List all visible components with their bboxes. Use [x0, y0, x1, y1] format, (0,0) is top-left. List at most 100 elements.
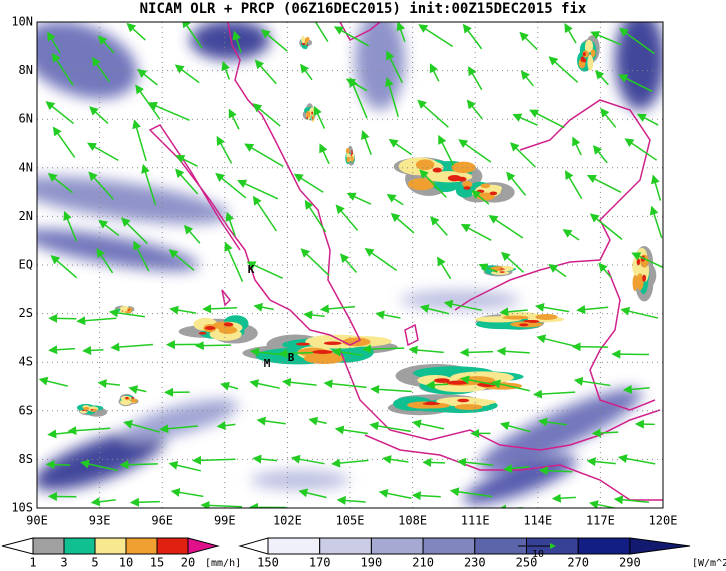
- colorbar-segment: [63, 537, 96, 555]
- rain-cell: [636, 258, 641, 266]
- lat-label: 2N: [19, 209, 33, 223]
- wind-vector: [220, 381, 239, 391]
- lat-label: 10S: [11, 501, 33, 515]
- rain-cell: [454, 404, 483, 410]
- lon-label: 93E: [89, 514, 111, 528]
- wind-vector: [331, 347, 363, 357]
- wind-vector: [382, 455, 409, 464]
- wind-vector: [349, 77, 368, 119]
- wind-vector: [417, 99, 449, 128]
- rain-cell: [463, 186, 471, 190]
- wind-vector: [232, 30, 242, 53]
- wind-vector: [491, 379, 530, 392]
- wind-vector: [572, 136, 582, 156]
- precip-unit: [mm/h]: [205, 558, 241, 569]
- colorbar-label: 270: [567, 556, 589, 570]
- lon-label: 96E: [151, 514, 173, 528]
- rain-cell: [422, 402, 440, 406]
- wind-vector: [183, 224, 201, 244]
- rain-cell: [296, 342, 310, 346]
- rain-cell: [462, 180, 473, 188]
- rain-cell: [306, 110, 310, 118]
- legends: [mm/h] [W/m^2] 1 3 5 10 15 20 150 170 190 210 230 2…: [1, 537, 726, 570]
- wind-vector: [611, 349, 650, 359]
- wind-vector: [386, 50, 404, 84]
- rain-cell: [476, 189, 485, 193]
- wind-vector: [331, 458, 369, 468]
- colorbar-segment: [370, 537, 424, 555]
- wind-vector: [313, 105, 326, 129]
- colorbar-segment: [267, 537, 321, 555]
- colorbar-label: 210: [412, 556, 434, 570]
- wind-vector: [488, 214, 524, 239]
- rain-cell: [124, 310, 130, 314]
- wind-vector: [364, 247, 398, 272]
- colorbar-segment: [422, 537, 476, 555]
- wind-vector: [278, 349, 313, 358]
- rain-cell: [590, 49, 596, 57]
- wind-vector: [618, 27, 655, 55]
- wind-vector: [449, 487, 493, 498]
- wind-vector: [249, 379, 280, 389]
- wind-vector: [303, 310, 325, 320]
- colorbar-label: 3: [60, 556, 67, 570]
- wind-vector: [194, 341, 232, 351]
- lat-label: 4N: [19, 160, 33, 174]
- rain-cell: [457, 398, 470, 403]
- wind-vector: [256, 416, 286, 426]
- colorbar-segment: [125, 537, 158, 555]
- colorbar-segment: [94, 537, 127, 555]
- rain-cell: [636, 273, 644, 291]
- wind-vector: [396, 22, 406, 42]
- site-label: M: [264, 357, 271, 370]
- rain-cell: [642, 274, 647, 282]
- wind-vector: [224, 241, 244, 282]
- rain-cell: [312, 117, 314, 120]
- wind-vector: [443, 299, 483, 312]
- wind-vector: [589, 213, 623, 240]
- wind-vector: [192, 455, 236, 465]
- wind-vector: [598, 262, 612, 278]
- wind-vector: [520, 70, 534, 87]
- wind-vector: [375, 310, 401, 320]
- colorbar-label: 10: [119, 556, 133, 570]
- wind-vector: [252, 195, 278, 232]
- wind-vector: [133, 240, 150, 272]
- wind-vector: [91, 56, 110, 83]
- wind-vector: [67, 426, 111, 436]
- wind-vector: [323, 379, 367, 389]
- wind-vector: [215, 172, 247, 199]
- wind-vector: [123, 420, 161, 433]
- wind-vector: [361, 130, 372, 156]
- wind-vector: [576, 305, 609, 314]
- wind-vector: [369, 421, 411, 433]
- rain-cell: [446, 380, 469, 385]
- rain-cell: [306, 44, 308, 47]
- wind-vector: [478, 263, 498, 273]
- wind-vector: [419, 304, 450, 315]
- wind-vector: [591, 428, 619, 438]
- rain-cell: [350, 153, 352, 157]
- wind-vector: [564, 23, 577, 44]
- wind-vector: [88, 171, 114, 200]
- colorbar-end: [1, 537, 34, 555]
- rain-cell: [312, 350, 333, 354]
- rain-cell: [345, 148, 350, 154]
- wind-vector: [89, 106, 109, 124]
- rain-cell: [223, 322, 234, 327]
- lon-label: 108E: [398, 514, 427, 528]
- rain-cell: [303, 42, 305, 46]
- colorbar-label: 20: [181, 556, 195, 570]
- rain-cell: [519, 323, 529, 327]
- colorbar-label: 15: [150, 556, 164, 570]
- wind-vector: [468, 66, 483, 91]
- wind-vector: [96, 248, 114, 274]
- wind-vector: [51, 52, 74, 86]
- wind-vector: [425, 380, 449, 390]
- wind-vector: [430, 216, 448, 236]
- wind-vector: [613, 495, 650, 505]
- rain-cell: [632, 274, 638, 292]
- wind-vector: [631, 252, 663, 269]
- rain-cell: [433, 378, 450, 383]
- lat-label: 8N: [19, 63, 33, 77]
